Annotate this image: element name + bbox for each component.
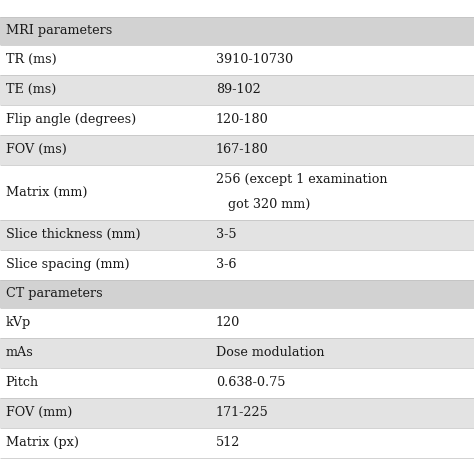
Text: Slice thickness (mm): Slice thickness (mm) (6, 228, 140, 241)
Bar (0, 308, 474, 337)
Bar (0, 104, 474, 135)
Bar (0, 74, 474, 104)
Text: 89-102: 89-102 (216, 83, 260, 96)
Text: MRI parameters: MRI parameters (6, 24, 112, 37)
Text: TE (ms): TE (ms) (6, 83, 56, 96)
Bar (0, 398, 474, 428)
Bar (0, 249, 474, 280)
Bar (0, 337, 474, 367)
Bar (0, 280, 474, 308)
Bar (0, 219, 474, 249)
Bar (0, 17, 474, 45)
Text: 167-180: 167-180 (216, 143, 268, 156)
Text: 512: 512 (216, 436, 240, 449)
Text: 120-180: 120-180 (216, 113, 268, 126)
Text: Pitch: Pitch (6, 376, 39, 389)
Text: FOV (mm): FOV (mm) (6, 406, 72, 419)
Text: got 320 mm): got 320 mm) (216, 198, 310, 210)
Text: 171-225: 171-225 (216, 406, 269, 419)
Bar (0, 135, 474, 164)
Bar (0, 164, 474, 219)
Text: Dose modulation: Dose modulation (216, 346, 324, 359)
Bar (0, 428, 474, 457)
Text: CT parameters: CT parameters (6, 287, 102, 300)
Text: 3-6: 3-6 (216, 258, 236, 271)
Text: Slice spacing (mm): Slice spacing (mm) (6, 258, 129, 271)
Text: Flip angle (degrees): Flip angle (degrees) (6, 113, 136, 126)
Text: Matrix (px): Matrix (px) (6, 436, 79, 449)
Text: 3910-10730: 3910-10730 (216, 53, 293, 66)
Text: kVp: kVp (6, 316, 31, 329)
Bar (0, 367, 474, 398)
Text: 0.638-0.75: 0.638-0.75 (216, 376, 285, 389)
Text: 256 (except 1 examination: 256 (except 1 examination (216, 173, 387, 186)
Text: mAs: mAs (6, 346, 34, 359)
Text: TR (ms): TR (ms) (6, 53, 56, 66)
Text: 3-5: 3-5 (216, 228, 237, 241)
Text: 120: 120 (216, 316, 240, 329)
Text: Matrix (mm): Matrix (mm) (6, 185, 87, 199)
Text: FOV (ms): FOV (ms) (6, 143, 66, 156)
Bar (0, 45, 474, 74)
